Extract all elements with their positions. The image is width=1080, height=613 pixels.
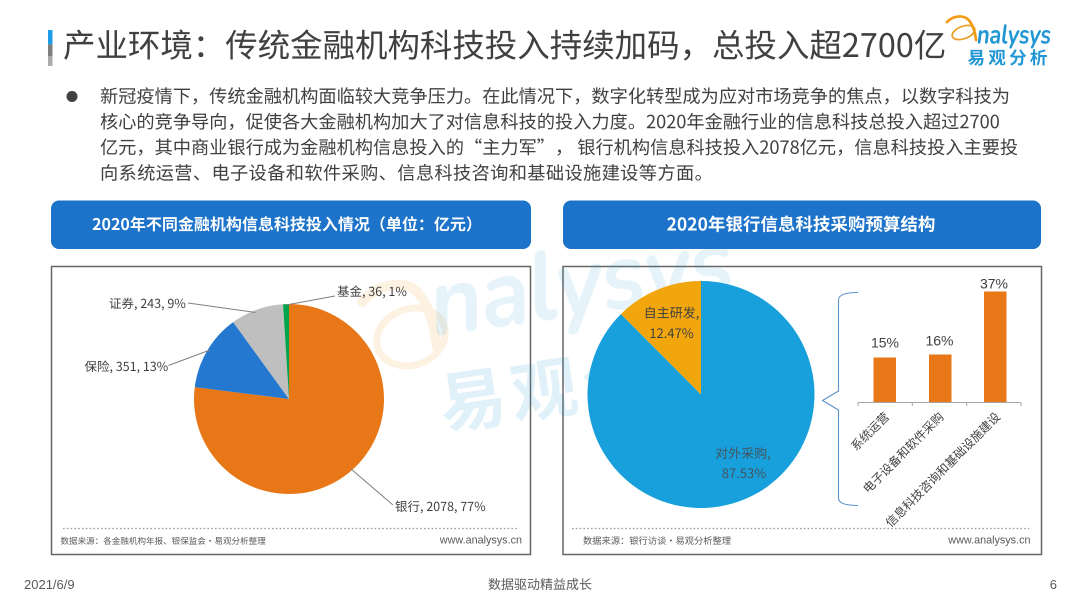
svg-text:37%: 37% [980, 276, 1008, 292]
svg-text:2021/6/9: 2021/6/9 [24, 577, 75, 592]
svg-text:www.analysys.cn: www.analysys.cn [439, 535, 522, 547]
svg-text:6: 6 [1050, 577, 1057, 592]
svg-text:www.analysys.cn: www.analysys.cn [947, 535, 1030, 547]
svg-text:16%: 16% [925, 333, 953, 349]
svg-text:15%: 15% [871, 335, 899, 351]
